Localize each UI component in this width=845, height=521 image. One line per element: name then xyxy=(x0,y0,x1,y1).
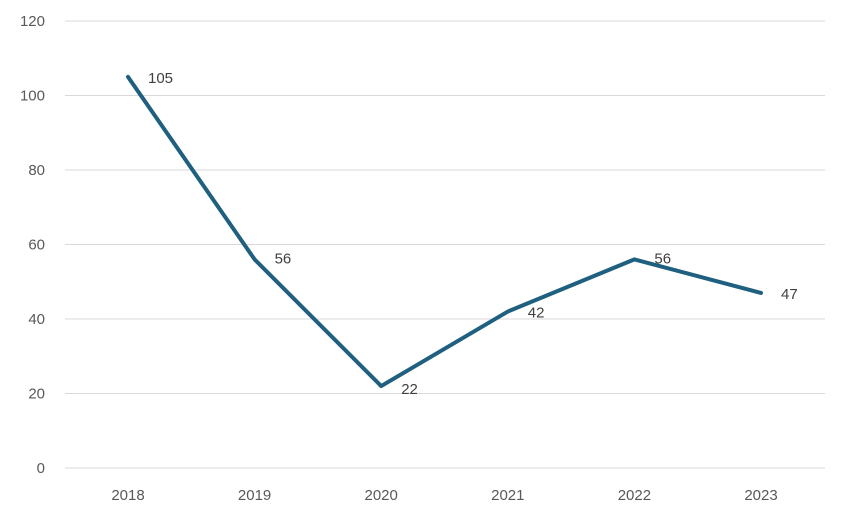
data-label: 47 xyxy=(781,286,798,303)
y-tick-label: 60 xyxy=(28,237,45,254)
y-tick-label: 20 xyxy=(28,386,45,403)
y-tick-label: 0 xyxy=(37,460,45,477)
series-line xyxy=(126,74,763,389)
x-tick-label: 2020 xyxy=(365,487,398,504)
data-label: 56 xyxy=(654,250,671,267)
x-tick-label: 2019 xyxy=(238,487,271,504)
y-tick-label: 40 xyxy=(28,311,45,328)
y-tick-label: 80 xyxy=(28,162,45,179)
y-tick-label: 100 xyxy=(20,88,45,105)
data-labels: 105 56 22 42 56 47 xyxy=(148,70,798,398)
y-tick-label: 120 xyxy=(20,13,45,30)
data-label: 56 xyxy=(275,250,292,267)
y-axis-ticks: 0 20 40 60 80 100 120 xyxy=(20,13,45,477)
series-layer xyxy=(126,74,763,389)
x-tick-label: 2018 xyxy=(111,487,144,504)
x-tick-label: 2022 xyxy=(618,487,651,504)
gridlines xyxy=(65,20,825,469)
data-label: 105 xyxy=(148,70,173,87)
data-label: 42 xyxy=(528,305,545,322)
x-tick-label: 2021 xyxy=(491,487,524,504)
data-label: 22 xyxy=(401,381,418,398)
x-axis-ticks: 2018 2019 2020 2021 2022 2023 xyxy=(111,487,777,504)
x-tick-label: 2023 xyxy=(744,487,777,504)
